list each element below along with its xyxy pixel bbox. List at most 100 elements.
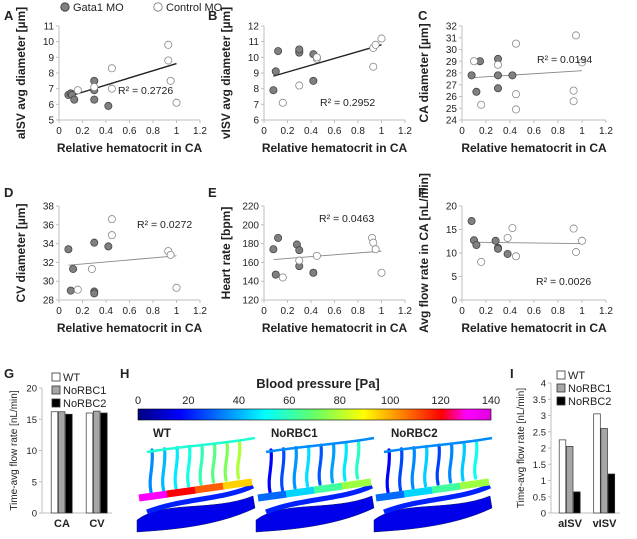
y-tick-label: 30 xyxy=(446,45,458,56)
data-point-gata1 xyxy=(508,71,517,80)
bar-norbc1-aisv xyxy=(566,446,574,514)
data-point-control xyxy=(569,86,578,95)
legend-swatch-norbc2 xyxy=(556,396,566,406)
data-point-control xyxy=(312,251,321,260)
y-tick-label: 6 xyxy=(253,116,259,127)
x-tick-label: 0.2 xyxy=(76,306,90,317)
data-point-control xyxy=(477,257,486,266)
y-tick-label: 8 xyxy=(253,84,259,95)
x-tick-label: 1.2 xyxy=(193,306,207,317)
panel-letter-h: H xyxy=(120,366,129,381)
isv-vessel xyxy=(280,447,286,492)
x-tick-label: 0 xyxy=(56,126,62,137)
x-axis-label: Relative hematocrit in CA xyxy=(57,141,203,155)
r-squared-label: R² = 0.2726 xyxy=(118,85,173,97)
data-point-gata1 xyxy=(64,245,73,254)
data-point-control xyxy=(512,105,521,114)
x-axis-label: Relative hematocrit in CA xyxy=(461,321,607,335)
x-tick-label: 0.4 xyxy=(99,126,113,137)
isv-vessel xyxy=(198,443,205,486)
render-label: WT xyxy=(153,428,171,440)
bar-panel-g: G 0 5 10 15 20 Time-avg flow rate [nL/min] CA CV… xyxy=(4,366,112,530)
cardinal-vein xyxy=(383,483,492,515)
category-label: vISV xyxy=(593,518,618,530)
y-tick-label: 10 xyxy=(26,446,37,457)
x-tick-label: 0.6 xyxy=(328,126,342,137)
x-tick-label: 0.6 xyxy=(328,306,342,317)
data-point-gata1 xyxy=(274,233,283,242)
scatter-panel-a: A 0 0.2 0.4 0.6 0.8 1 1.2 5 6 7 8 9 10 11 Relative hema… xyxy=(4,7,207,155)
data-point-control xyxy=(477,100,486,109)
x-tick-label: 1 xyxy=(379,306,385,317)
top-legend: Gata1 MO Control MO xyxy=(60,2,223,14)
bar-wt-cv xyxy=(85,412,94,514)
panel-letter: C xyxy=(418,8,428,23)
r-squared-label: R² = 0.0194 xyxy=(537,54,592,66)
y-tick-label: 28 xyxy=(43,296,55,307)
data-point-control xyxy=(164,56,173,65)
isv-vessel xyxy=(355,440,361,480)
dorsal-vessel xyxy=(265,436,375,454)
data-point-gata1 xyxy=(69,264,78,273)
data-point-control xyxy=(107,64,116,73)
data-point-gata1 xyxy=(269,245,278,254)
y-tick-label: 1 xyxy=(541,476,546,487)
x-tick-label: 0.4 xyxy=(503,306,517,317)
data-point-control xyxy=(172,98,181,107)
y-tick-label: 20 xyxy=(446,202,458,213)
y-tick-label: 36 xyxy=(43,220,55,231)
data-point-gata1 xyxy=(493,71,502,80)
data-point-control xyxy=(512,39,521,48)
x-axis-label: Relative hematocrit in CA xyxy=(461,141,607,155)
y-tick-label: 32 xyxy=(446,22,458,33)
colorbar-tick-label: 100 xyxy=(381,395,399,407)
vessel-render-norbc2: NoRBC2 xyxy=(373,428,493,533)
y-axis-label: aISV avg diameter [µm] xyxy=(14,7,28,139)
y-tick-label: 5 xyxy=(451,272,457,283)
colorbar-tick-label: 20 xyxy=(182,395,194,407)
y-tick-label: 0 xyxy=(541,509,546,520)
y-tick-label: 5 xyxy=(48,116,54,127)
data-point-gata1 xyxy=(104,242,113,251)
y-tick-label: 34 xyxy=(43,239,55,250)
panel-letter: E xyxy=(208,185,217,200)
x-tick-label: 0.8 xyxy=(351,126,365,137)
y-axis-label: CV diameter [µm] xyxy=(14,204,28,303)
y-tick-label: 38 xyxy=(43,202,55,213)
y-tick-label: 1.5 xyxy=(533,460,546,471)
dorsal-aorta-segment xyxy=(375,490,406,502)
data-point-control xyxy=(572,31,581,40)
trend-line xyxy=(68,255,177,266)
legend-swatch-norbc1 xyxy=(51,385,61,395)
data-point-gata1 xyxy=(491,236,500,245)
dorsal-aorta-segment xyxy=(313,482,344,494)
x-tick-label: 0 xyxy=(261,306,267,317)
isv-vessel xyxy=(423,444,429,488)
x-tick-label: 0 xyxy=(459,126,465,137)
bar-wt-aisv xyxy=(558,439,567,514)
y-tick-label: 7 xyxy=(253,100,259,111)
isv-vessel xyxy=(236,440,242,480)
data-point-gata1 xyxy=(472,241,481,250)
legend-label-norbc1: NoRBC1 xyxy=(568,383,611,395)
dorsal-aorta-segment xyxy=(403,486,434,498)
y-axis-label: Time-avg flow rate [nL/min] xyxy=(516,388,527,508)
x-axis-label: Relative hematocrit in CA xyxy=(262,141,408,155)
x-tick-label: 1.2 xyxy=(193,126,207,137)
y-tick-label: 0 xyxy=(451,296,457,307)
y-tick-label: 220 xyxy=(242,202,259,213)
scatter-panel-b: B 0 0.2 0.4 0.6 0.8 1 1.2 6 7 8 9 10 11 12 Relative hem… xyxy=(208,7,412,155)
x-axis-label: Relative hematocrit in CA xyxy=(262,321,408,335)
data-point-gata1 xyxy=(269,86,278,95)
trend-line xyxy=(273,44,382,77)
y-tick-label: 200 xyxy=(242,220,259,231)
y-tick-label: 20 xyxy=(26,384,37,395)
y-axis-label: Heart rate [bpm] xyxy=(219,207,233,300)
data-point-control xyxy=(278,273,287,282)
trend-line xyxy=(471,241,583,245)
data-point-control xyxy=(73,285,82,294)
data-point-gata1 xyxy=(295,246,304,255)
legend-marker-control xyxy=(153,2,163,12)
bar-norbc2-ca xyxy=(65,413,73,514)
